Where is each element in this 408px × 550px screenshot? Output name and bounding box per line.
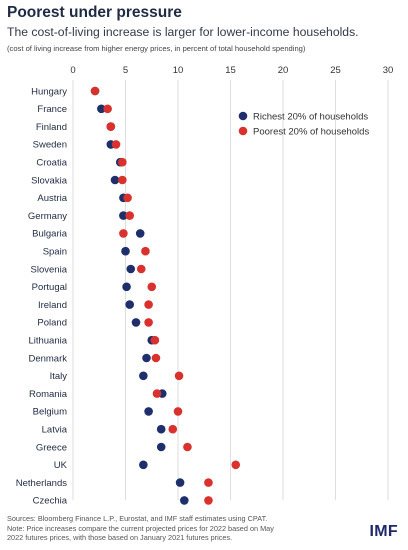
country-label: Ireland [38, 300, 67, 311]
country-label: Bulgaria [32, 229, 68, 240]
richest-dot [142, 353, 151, 363]
richest-dot [122, 282, 131, 292]
country-label: Netherlands [16, 478, 67, 489]
country-label: Belgium [33, 407, 67, 418]
poorest-dot [174, 371, 184, 381]
richest-dot [156, 442, 166, 452]
richest-dot [135, 229, 145, 238]
richest-dot [97, 104, 106, 114]
chart-note: (cost of living increase from higher ene… [7, 44, 306, 53]
richest-dot [126, 264, 136, 274]
sources-note: Sources: Bloomberg Finance L.P., Eurosta… [7, 514, 274, 543]
x-tick-label: 30 [383, 65, 394, 76]
poorest-dot [144, 318, 153, 327]
country-label: Croatia [36, 158, 67, 169]
country-label: Denmark [28, 353, 67, 364]
richest-dot [180, 496, 189, 505]
imf-logo: IMF [369, 523, 398, 540]
poorest-dot [144, 300, 153, 309]
country-label: Greece [36, 442, 67, 453]
poorest-dot [168, 424, 178, 434]
x-tick-label: 0 [70, 65, 75, 76]
chart-subtitle: The cost-of-living increase is larger fo… [7, 25, 359, 39]
country-label: Slovenia [31, 264, 68, 275]
country-label: Germany [28, 211, 67, 222]
poorest-dot [204, 478, 213, 487]
richest-dot [131, 318, 141, 327]
x-tick-label: 15 [225, 65, 236, 76]
country-label: Hungary [31, 86, 67, 97]
x-tick-label: 5 [123, 65, 128, 76]
legend-richest-marker [238, 111, 248, 121]
poorest-dot [183, 442, 192, 452]
country-label: Poland [37, 318, 67, 329]
richest-dot [144, 407, 153, 416]
richest-dot [139, 460, 148, 470]
poorest-dot [152, 389, 162, 398]
country-label: Sweden [33, 140, 67, 151]
country-label: Spain [43, 247, 67, 258]
poorest-dot [204, 496, 213, 505]
richest-dot [121, 246, 130, 256]
country-label: Latvia [42, 425, 68, 436]
richest-dot [156, 424, 166, 434]
poorest-dot [231, 460, 241, 470]
poorest-dot [173, 407, 183, 416]
legend-richest-label: Richest 20% of households [253, 111, 368, 122]
country-label: Lithuania [28, 336, 67, 347]
country-label: Czechia [33, 496, 68, 506]
country-label: Slovakia [31, 175, 68, 186]
richest-dot [119, 211, 128, 220]
x-tick-label: 25 [330, 65, 341, 76]
sources-line-2: Note: Price increases compare the curren… [7, 523, 274, 533]
richest-dot [110, 175, 120, 185]
country-label: Romania [29, 389, 68, 400]
country-label: Finland [36, 122, 67, 133]
richest-dot [125, 300, 134, 309]
poorest-dot [103, 104, 112, 114]
country-label: UK [54, 460, 68, 471]
country-label: Portugal [32, 282, 67, 293]
x-tick-label: 20 [278, 65, 289, 76]
poorest-dot [141, 246, 150, 256]
poorest-dot [151, 353, 161, 363]
poorest-dot [136, 264, 146, 274]
legend-poorest-marker [238, 126, 248, 136]
richest-dot [139, 371, 148, 381]
chart-title: Poorest under pressure [7, 4, 182, 21]
country-label: Austria [37, 193, 67, 204]
dot-plot: 0 5 10 15 20 25 30 Hungary France Finland Sweden Cr… [16, 65, 394, 506]
poorest-dot [106, 122, 116, 131]
poorest-dot [147, 282, 157, 292]
poorest-dot [125, 211, 134, 220]
poorest-dot [111, 140, 121, 149]
richest-dot [175, 478, 185, 487]
poorest-dot [123, 193, 132, 203]
poorest-dot [118, 157, 127, 167]
poorest-dot [119, 229, 128, 238]
poorest-dot [90, 86, 100, 96]
country-label: Italy [50, 371, 68, 382]
legend-poorest-label: Poorest 20% of households [253, 126, 369, 137]
sources-line-3: 2022 futures prices, with those based on… [7, 533, 233, 542]
x-tick-label: 10 [173, 65, 184, 76]
sources-line-1: Sources: Bloomberg Finance L.P., Eurosta… [7, 514, 268, 523]
poorest-dot [150, 335, 160, 345]
poorest-dot [118, 175, 127, 185]
country-label: France [37, 104, 67, 115]
